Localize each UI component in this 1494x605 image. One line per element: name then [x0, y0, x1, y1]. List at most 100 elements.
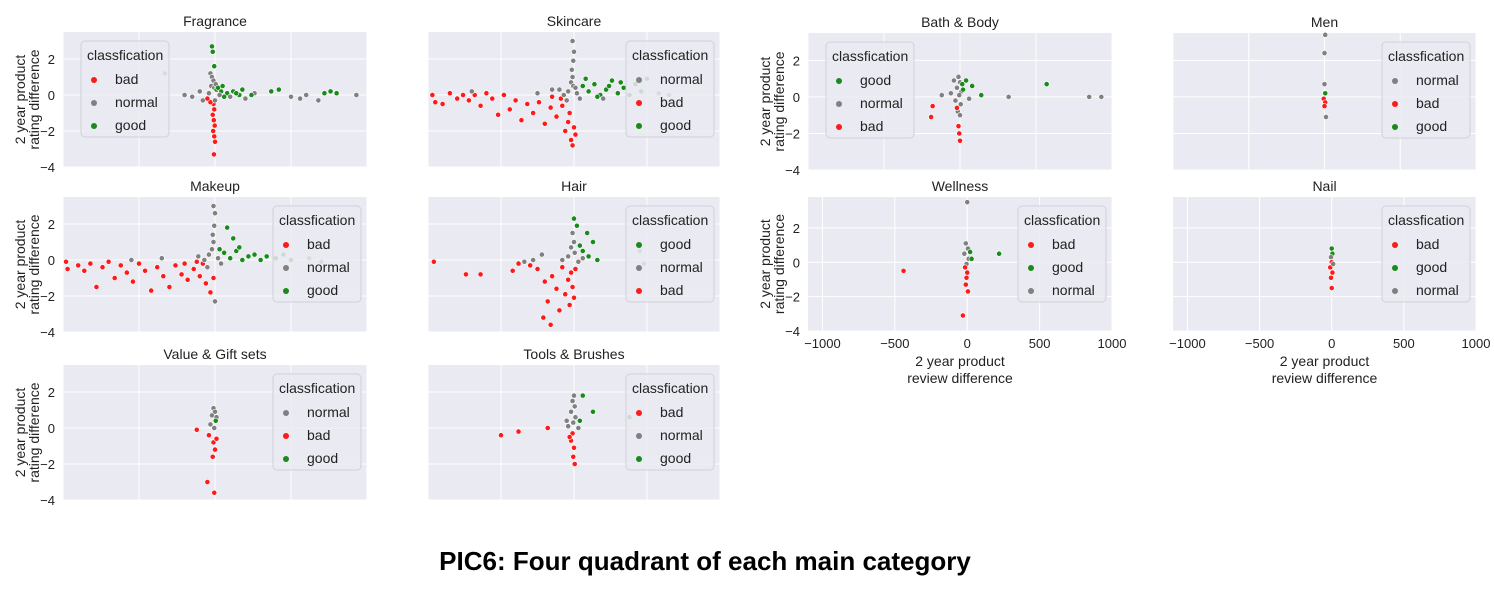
- point-bad: [571, 461, 578, 467]
- legend-title: classfication: [632, 47, 708, 63]
- x-tick-label: −500: [880, 336, 909, 351]
- x-axis-label: 2 year product: [915, 353, 1005, 369]
- point-bad: [209, 453, 216, 460]
- point-bad: [544, 425, 551, 431]
- point-normal: [563, 97, 570, 104]
- point-normal: [951, 77, 957, 84]
- point-bad: [515, 260, 522, 267]
- point-bad: [553, 285, 560, 292]
- panel-1: Fragrance −4 −2 0 2 2 year productrating diff…: [12, 13, 368, 175]
- point-bad: [541, 278, 548, 285]
- point-bad: [213, 435, 220, 442]
- legend-marker-bad: [1028, 242, 1034, 248]
- point-bad: [495, 111, 501, 118]
- legend: classfication bad normal good: [272, 205, 362, 303]
- point-bad: [211, 122, 218, 129]
- point-normal: [211, 425, 218, 431]
- point-normal: [549, 86, 555, 93]
- point-normal: [954, 84, 960, 91]
- point-bad: [477, 271, 484, 278]
- panel-6: Hair classfication good normal bad: [427, 178, 721, 333]
- point-normal: [227, 93, 234, 100]
- point-bad: [439, 101, 446, 107]
- legend-marker-good: [1028, 265, 1034, 271]
- legend-marker-normal: [836, 101, 842, 107]
- point-bad: [928, 114, 935, 120]
- point-good: [582, 75, 589, 82]
- point-bad: [148, 287, 155, 294]
- panel-title: Hair: [561, 178, 587, 194]
- point-bad: [207, 289, 214, 296]
- y-tick-label: 0: [48, 253, 55, 268]
- point-good: [263, 253, 270, 260]
- point-bad: [540, 314, 547, 321]
- point-good: [579, 392, 586, 399]
- legend-label-bad: bad: [1416, 236, 1439, 252]
- point-bad: [530, 110, 537, 116]
- point-good: [978, 92, 985, 99]
- point-normal: [189, 93, 196, 100]
- point-bad: [202, 280, 209, 287]
- y-tick-label: −4: [40, 325, 55, 340]
- legend-marker-bad: [1392, 242, 1398, 248]
- point-bad: [193, 426, 200, 433]
- point-bad: [506, 106, 513, 113]
- legend-marker-normal: [636, 433, 642, 439]
- panel-title: Nail: [1312, 178, 1336, 194]
- point-normal: [315, 97, 322, 104]
- legend-marker-normal: [636, 265, 642, 271]
- point-good: [1043, 81, 1050, 88]
- legend-marker-bad: [636, 100, 642, 106]
- point-normal: [1321, 81, 1328, 88]
- legend: classfication normal bad good: [625, 40, 715, 138]
- panel-8: Nail −1000 −500 0 500 1000 2 year productrevie…: [1169, 178, 1490, 386]
- legend-marker-normal: [283, 265, 289, 271]
- point-bad: [965, 288, 971, 295]
- point-normal: [570, 57, 577, 64]
- point-good: [239, 86, 246, 93]
- point-normal: [210, 203, 217, 209]
- legend-marker-bad: [283, 242, 289, 248]
- point-bad: [212, 446, 218, 453]
- point-normal: [563, 417, 570, 424]
- x-axis-label: review difference: [907, 370, 1013, 386]
- point-good: [239, 257, 246, 263]
- point-bad: [463, 271, 469, 278]
- legend-label-bad: bad: [1052, 236, 1075, 252]
- panel-2: Skincare classfication normal bad good: [427, 13, 721, 168]
- point-bad: [954, 104, 960, 111]
- panel-title: Value & Gift sets: [163, 346, 266, 362]
- point-good: [209, 43, 215, 50]
- point-bad: [432, 99, 439, 106]
- legend-marker-bad: [91, 77, 97, 83]
- legend-marker-good: [636, 242, 642, 248]
- legend-box: [825, 41, 915, 139]
- legend-marker-normal: [1392, 78, 1398, 84]
- point-bad: [541, 120, 548, 127]
- legend: classfication bad good normal: [1381, 205, 1471, 303]
- point-bad: [498, 432, 504, 439]
- point-normal: [962, 240, 969, 247]
- panel-10: Tools & Brushes classfication bad normal goo…: [427, 346, 721, 501]
- legend-label-normal: normal: [307, 404, 350, 420]
- x-axis-label: review difference: [1272, 370, 1378, 386]
- point-bad: [572, 131, 579, 138]
- point-bad: [569, 284, 576, 290]
- point-bad: [454, 95, 461, 102]
- point-bad: [1329, 269, 1336, 276]
- point-normal: [574, 90, 580, 97]
- point-bad: [105, 258, 112, 265]
- panel-title: Fragrance: [183, 13, 247, 29]
- point-bad: [571, 294, 577, 301]
- point-normal: [212, 210, 218, 217]
- point-normal: [196, 88, 203, 95]
- point-bad: [196, 273, 203, 280]
- point-normal: [956, 92, 963, 99]
- point-bad: [210, 117, 217, 124]
- point-bad: [957, 137, 963, 144]
- legend-title: classfication: [1388, 48, 1464, 64]
- point-bad: [460, 92, 466, 98]
- point-bad: [569, 142, 576, 149]
- legend-label-bad: bad: [115, 71, 138, 87]
- y-tick-label: 2: [48, 385, 55, 400]
